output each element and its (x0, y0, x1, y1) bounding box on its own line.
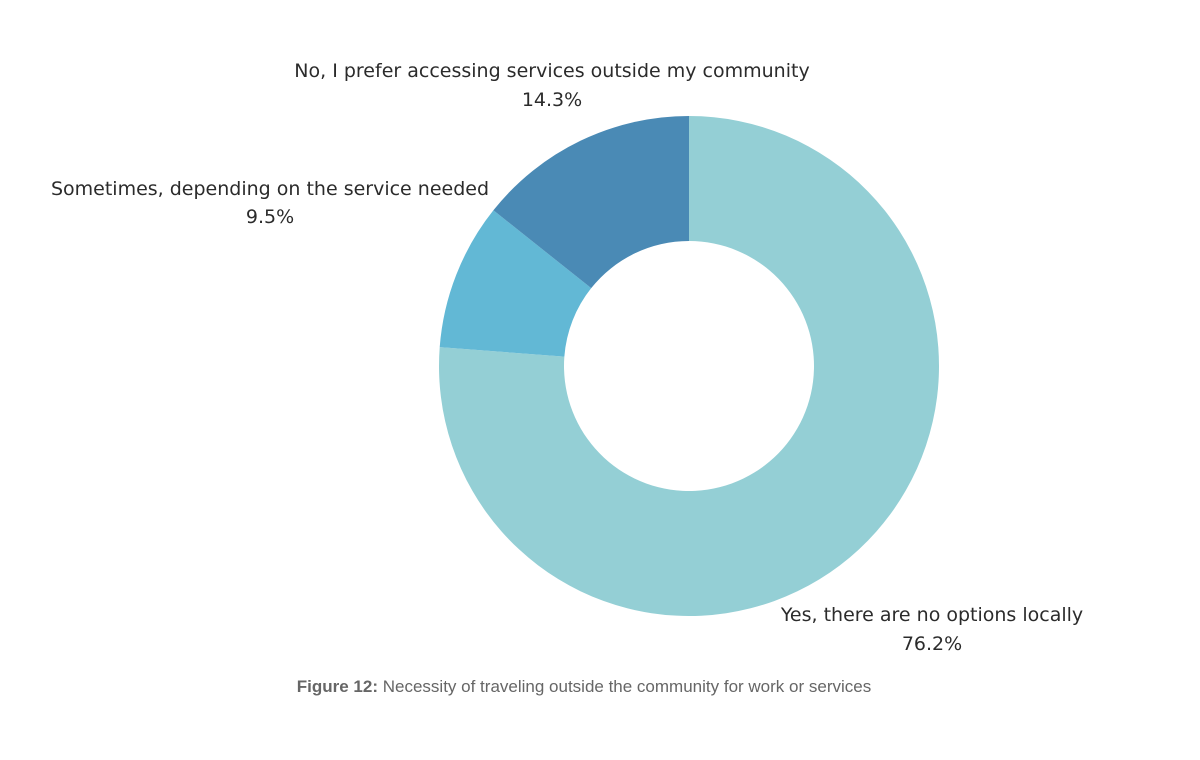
figure-number: Figure 12: (296, 677, 379, 696)
slice-label-3: No, I prefer accessing services outside … (294, 60, 809, 82)
figure-caption-text: Necessity of traveling outside the commu… (382, 677, 872, 696)
slice-value-label-2: 9.5% (246, 206, 294, 228)
donut-slice-1 (438, 116, 940, 617)
slice-value-label-3: 14.3% (522, 89, 582, 111)
figure-caption: Figure 12: Necessity of traveling outsid… (0, 677, 1168, 697)
donut-slices (438, 116, 940, 617)
donut-slice-2 (439, 210, 592, 357)
slice-value-label-1: 76.2% (902, 633, 962, 655)
slice-labels: Yes, there are no options locally 76.2% So… (51, 60, 1083, 655)
donut-slice-3 (493, 116, 689, 289)
slice-label-1: Yes, there are no options locally (780, 604, 1083, 626)
slice-label-2: Sometimes, depending on the service need… (51, 178, 489, 200)
